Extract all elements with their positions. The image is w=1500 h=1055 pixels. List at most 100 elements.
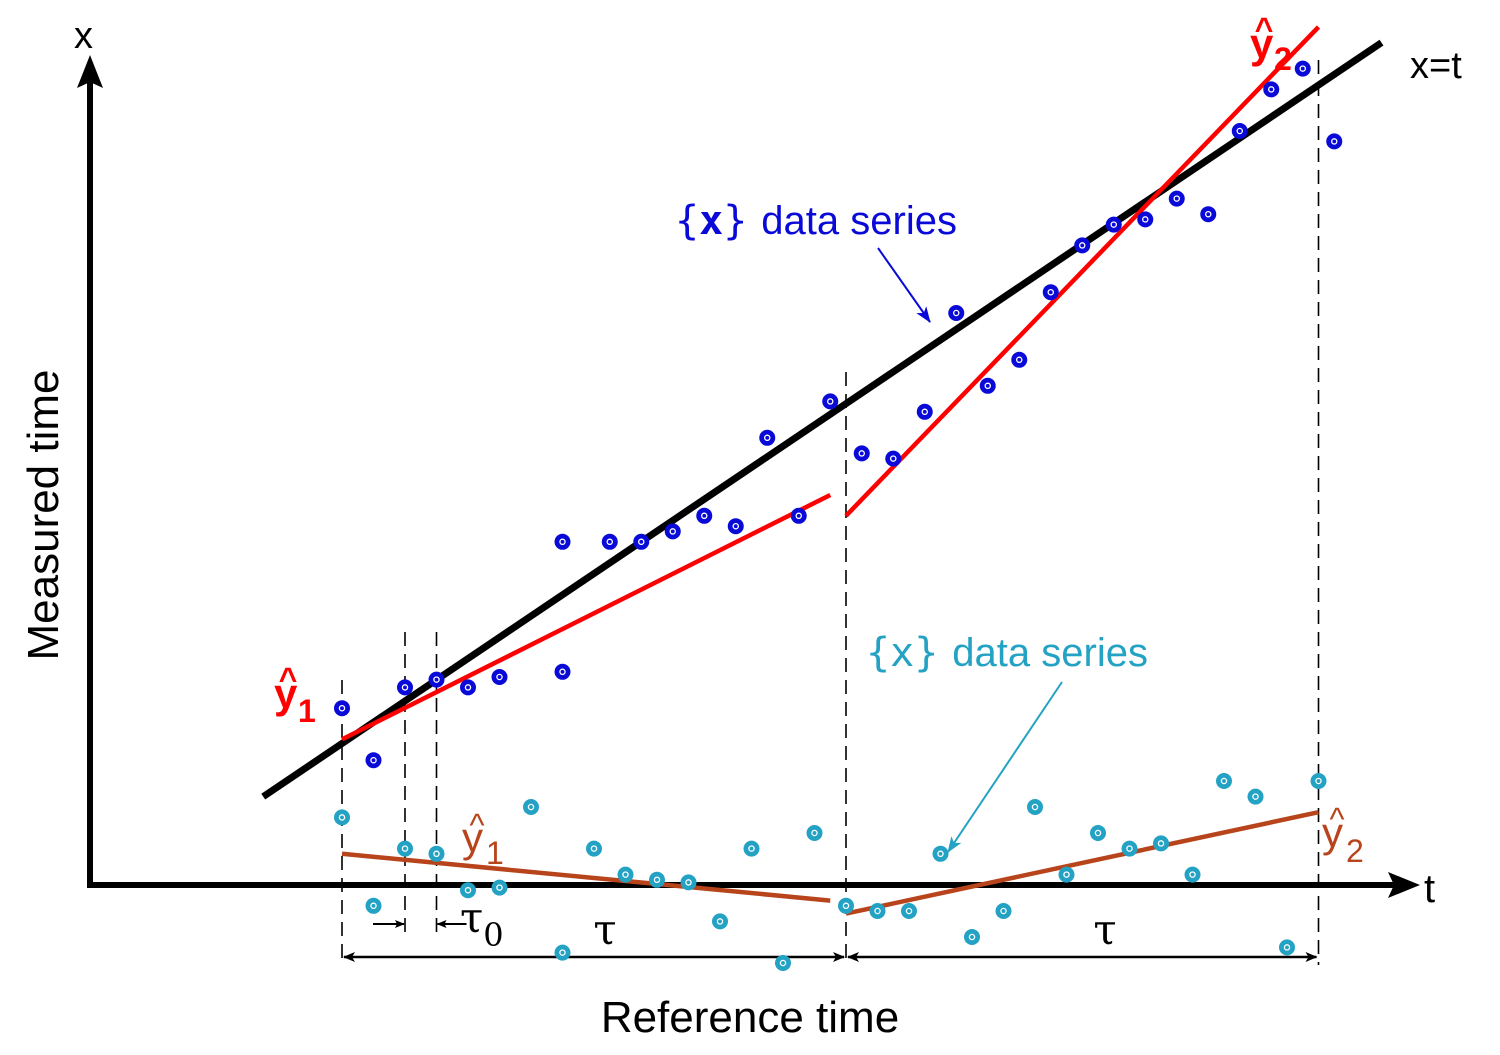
blue-data-point bbox=[633, 533, 650, 550]
blue-point-center bbox=[921, 408, 929, 416]
cyan-point-marker bbox=[1090, 825, 1106, 841]
yhat1-red-sub: 1 bbox=[298, 693, 316, 729]
cyan-point-marker bbox=[1121, 840, 1138, 857]
cyan-point-marker bbox=[869, 903, 886, 919]
cyan-point-center bbox=[1157, 840, 1165, 847]
tau-label-right: τ bbox=[1093, 905, 1116, 954]
cyan-point-marker bbox=[334, 809, 350, 826]
cyan-data-point bbox=[1121, 840, 1138, 857]
blue-data-point bbox=[759, 429, 776, 446]
blue-point-center bbox=[638, 538, 645, 546]
blue-data-point bbox=[1105, 216, 1122, 233]
cyan-brace-var: x bbox=[890, 630, 914, 676]
blue-point-center bbox=[606, 538, 614, 546]
yhat1-brown-base: y bbox=[462, 814, 483, 861]
tau0-base: τ bbox=[460, 893, 483, 942]
cyan-point-center bbox=[590, 845, 598, 852]
blue-point-marker bbox=[790, 507, 807, 524]
fit-lines bbox=[340, 25, 1321, 916]
blue-point-center bbox=[401, 684, 409, 691]
blue-data-point bbox=[979, 377, 996, 394]
cyan-data-point bbox=[1058, 866, 1075, 883]
cyan-series-annotation: {x} data series bbox=[866, 630, 1148, 853]
blue-point-marker bbox=[853, 445, 870, 462]
blue-point-center bbox=[338, 704, 346, 712]
blue-point-center bbox=[464, 684, 472, 691]
cyan-series-text: data series bbox=[952, 631, 1148, 675]
cyan-point-center bbox=[1063, 871, 1070, 878]
blue-point-marker bbox=[916, 403, 933, 420]
blue-data-point bbox=[554, 663, 571, 680]
blue-data-point bbox=[948, 305, 965, 321]
blue-point-center bbox=[701, 512, 708, 520]
cyan-data-point bbox=[1216, 773, 1232, 789]
cyan-point-marker bbox=[586, 840, 602, 857]
cyan-data-point bbox=[775, 955, 791, 971]
blue-point-marker bbox=[633, 533, 650, 550]
blue-brace-close: } bbox=[723, 198, 747, 244]
blue-point-marker bbox=[1326, 133, 1343, 150]
blue-point-marker bbox=[491, 669, 508, 685]
blue-point-center bbox=[1268, 86, 1275, 93]
blue-brace-var: x bbox=[699, 198, 723, 244]
tau0-sub: 0 bbox=[483, 916, 503, 954]
cyan-point-marker bbox=[1216, 773, 1232, 789]
cyan-point-center bbox=[716, 918, 724, 925]
cyan-point-center bbox=[1252, 793, 1259, 800]
blue-point-marker bbox=[365, 752, 382, 769]
yhat1-red-hat: ^ bbox=[279, 661, 298, 697]
blue-data-point bbox=[1074, 237, 1091, 254]
blue-point-marker bbox=[1042, 284, 1059, 301]
blue-point-center bbox=[1236, 127, 1244, 135]
blue-point-center bbox=[669, 528, 677, 535]
cyan-series-label: {x} data series bbox=[866, 630, 1148, 676]
blue-data-point bbox=[885, 450, 902, 467]
blue-data-point bbox=[554, 533, 571, 550]
blue-point-marker bbox=[759, 429, 776, 446]
blue-data-point bbox=[696, 507, 713, 524]
yhat2-brown-label: ^ y 2 bbox=[1322, 801, 1364, 869]
blue-point-marker bbox=[1294, 60, 1311, 77]
blue-point-marker bbox=[1263, 81, 1280, 98]
cyan-brace-open: { bbox=[866, 630, 890, 676]
yhat2-red-base: y bbox=[1250, 20, 1274, 67]
yhat2-red-label: ^ y 2 bbox=[1250, 11, 1292, 77]
cyan-point-marker bbox=[1310, 773, 1327, 789]
cyan-data-point bbox=[365, 897, 382, 914]
cyan-point-marker bbox=[712, 913, 728, 930]
blue-point-center bbox=[984, 382, 992, 390]
cyan-point-marker bbox=[397, 840, 413, 857]
cyan-point-marker bbox=[554, 944, 571, 961]
blue-data-point bbox=[1168, 190, 1185, 207]
cyan-point-center bbox=[338, 814, 346, 821]
blue-point-marker bbox=[1231, 123, 1248, 139]
interval-dimensions bbox=[343, 920, 1318, 962]
cyan-data-point bbox=[1247, 788, 1264, 805]
cyan-point-center bbox=[1315, 777, 1322, 785]
cyan-point-center bbox=[527, 803, 535, 811]
blue-data-point bbox=[1263, 81, 1280, 98]
cyan-data-point bbox=[838, 897, 854, 914]
cyan-point-marker bbox=[428, 845, 445, 862]
blue-data-point bbox=[1294, 60, 1311, 77]
cyan-point-marker bbox=[365, 897, 382, 914]
blue-point-center bbox=[827, 398, 834, 405]
blue-point-marker bbox=[601, 533, 618, 550]
x-axis-arrowhead bbox=[77, 55, 103, 88]
blue-data-point bbox=[601, 533, 618, 550]
cyan-data-point bbox=[428, 845, 445, 862]
cyan-point-center bbox=[1189, 871, 1196, 878]
blue-series-label: {x} data series bbox=[675, 198, 957, 244]
cyan-point-marker bbox=[680, 874, 697, 891]
blue-point-center bbox=[732, 522, 740, 530]
cyan-data-point bbox=[680, 874, 697, 891]
cyan-data-point bbox=[995, 903, 1012, 919]
cyan-point-marker bbox=[964, 929, 980, 945]
yhat2-red-hat: ^ bbox=[1255, 11, 1274, 47]
cyan-point-center bbox=[1031, 803, 1039, 811]
blue-brace-open: { bbox=[675, 198, 699, 244]
fit-line-3 bbox=[341, 851, 831, 903]
blue-point-marker bbox=[1105, 216, 1122, 233]
cyan-point-marker bbox=[1027, 799, 1043, 815]
cyan-point-center bbox=[968, 933, 976, 941]
